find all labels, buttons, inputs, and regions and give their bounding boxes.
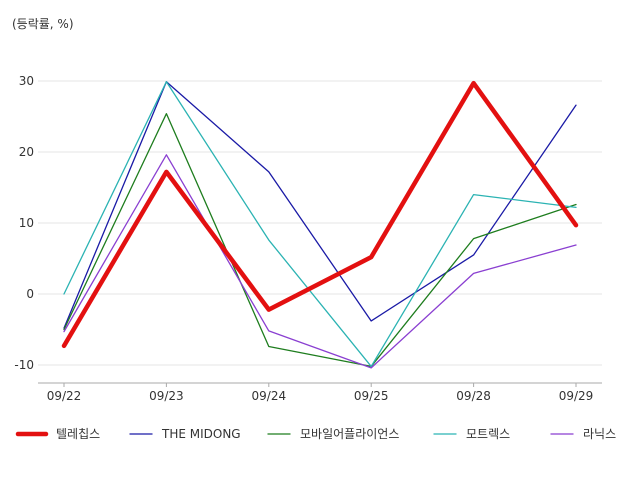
gridlines (38, 80, 602, 366)
x-tick-label: 09/22 (47, 389, 82, 403)
x-tick-label: 09/24 (252, 389, 287, 403)
legend-label: THE MIDONG (161, 427, 241, 441)
y-tick-label: -10 (14, 358, 34, 372)
series-lines (61, 80, 579, 369)
y-tick-label: 20 (19, 145, 34, 159)
y-tick-label: 30 (19, 74, 34, 88)
series-line (61, 80, 579, 349)
series-line (63, 81, 577, 329)
legend-label: 모바일어플라이언스 (300, 427, 399, 441)
x-axis-ticks: 09/22 09/23 09/24 09/25 09/28 09/29 (47, 383, 594, 403)
x-tick-label: 09/28 (456, 389, 491, 403)
series-line (63, 154, 577, 369)
legend: 텔레칩스 THE MIDONG 모바일어플라이언스 모트렉스 라닉스 (15, 427, 616, 441)
legend-label: 모트렉스 (466, 427, 510, 441)
series-line (63, 113, 577, 368)
x-tick-label: 09/29 (559, 389, 594, 403)
series-line (63, 81, 577, 368)
y-tick-label: 0 (26, 287, 34, 301)
legend-label: 텔레칩스 (56, 427, 100, 441)
y-axis-ticks: 30 20 10 0 -10 (14, 74, 34, 372)
legend-label: 라닉스 (583, 427, 616, 441)
x-tick-label: 09/25 (354, 389, 389, 403)
x-tick-label: 09/23 (149, 389, 184, 403)
y-tick-label: 10 (19, 216, 34, 230)
unit-label: (등락률, %) (12, 17, 74, 31)
